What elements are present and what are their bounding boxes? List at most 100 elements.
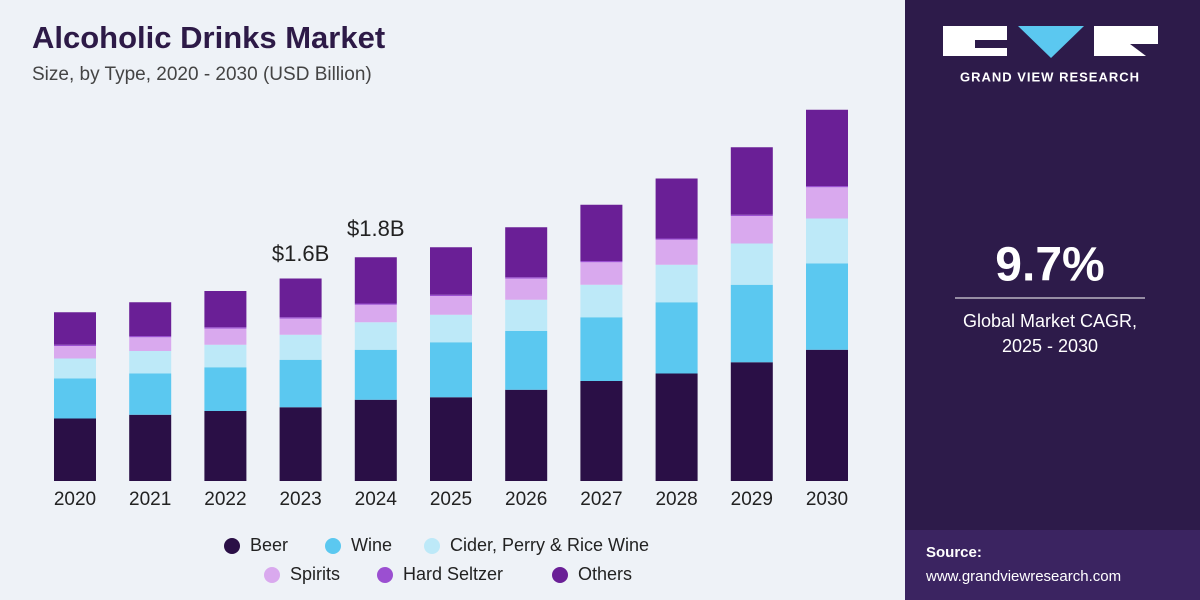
- bar-segment: [354, 349, 397, 400]
- bar-segment: [806, 187, 848, 219]
- bar-segment: [430, 294, 472, 296]
- bar-segment: [430, 296, 472, 315]
- bar-segment: [354, 257, 397, 304]
- bar-segment: [430, 397, 472, 481]
- legend-swatch: [377, 567, 393, 583]
- legend-swatch: [552, 567, 568, 583]
- bar-segment: [129, 337, 172, 351]
- bar-segment: [129, 302, 172, 336]
- bar-segment: [204, 344, 247, 368]
- logo: [943, 26, 1158, 58]
- source-label: Source:: [926, 544, 982, 561]
- bar-segment: [505, 299, 548, 331]
- legend-swatch: [264, 567, 280, 583]
- bar-segment: [54, 418, 96, 481]
- bar-segment: [279, 318, 322, 335]
- bar-segment: [730, 284, 773, 363]
- x-tick-label: 2021: [129, 489, 171, 510]
- bar-segment: [505, 227, 548, 278]
- cagr-caption: Global Market CAGR,: [963, 311, 1137, 331]
- bar-segment: [54, 344, 96, 346]
- bar-segment: [655, 264, 698, 303]
- bar-segment: [354, 322, 397, 350]
- legend-label: Others: [578, 564, 632, 584]
- bar-segment: [204, 327, 247, 329]
- bar-segment: [580, 381, 623, 481]
- bar-segment: [730, 243, 773, 285]
- bar-segment: [204, 367, 247, 411]
- bar-segment: [730, 362, 773, 481]
- bar-segment: [430, 247, 472, 295]
- bar-segment: [54, 358, 96, 379]
- x-tick-label: 2024: [355, 489, 398, 510]
- cagr-caption: 2025 - 2030: [1002, 336, 1098, 356]
- logo-cut: [1130, 44, 1158, 56]
- bar-segment: [806, 218, 848, 264]
- bar-segment: [806, 349, 848, 481]
- bar-segment: [806, 109, 848, 186]
- bar-segment: [129, 351, 172, 374]
- x-tick-label: 2028: [655, 489, 697, 510]
- bar-segment: [505, 331, 548, 390]
- bar-segment: [279, 334, 322, 360]
- x-tick-label: 2025: [430, 489, 472, 510]
- cagr-value: 9.7%: [995, 239, 1104, 292]
- bar-segment: [730, 214, 773, 216]
- logo-cut: [975, 40, 1007, 48]
- bar-segment: [806, 186, 848, 188]
- logo-triangle: [1018, 26, 1084, 58]
- source-box: [905, 530, 1200, 600]
- bar-segment: [279, 359, 322, 408]
- legend-label: Beer: [250, 535, 288, 555]
- total-label: $1.8B: [347, 216, 405, 241]
- bar-segment: [354, 399, 397, 481]
- bar-segment: [279, 317, 322, 319]
- bar-segment: [129, 373, 172, 415]
- bar-segment: [279, 407, 322, 481]
- bar-segment: [354, 304, 397, 323]
- bar-segment: [655, 302, 698, 374]
- bar-segment: [806, 263, 848, 350]
- x-tick-label: 2029: [731, 489, 773, 510]
- bar-segment: [204, 291, 247, 328]
- bar-segment: [430, 314, 472, 343]
- x-tick-label: 2030: [806, 489, 848, 510]
- legend-label: Wine: [351, 535, 392, 555]
- bar-segment: [430, 342, 472, 398]
- total-label: $1.6B: [272, 241, 330, 266]
- chart-title: Alcoholic Drinks Market: [32, 20, 385, 55]
- bar-segment: [279, 278, 322, 318]
- bar-segment: [54, 312, 96, 345]
- bar-segment: [204, 411, 247, 481]
- chart-subtitle: Size, by Type, 2020 - 2030 (USD Billion): [32, 64, 372, 85]
- bar-segment: [580, 284, 623, 318]
- x-tick-label: 2026: [505, 489, 547, 510]
- bar-segment: [54, 378, 96, 419]
- side-panel: [905, 0, 1200, 600]
- bar-segment: [505, 389, 548, 481]
- source-url: www.grandviewresearch.com: [925, 568, 1121, 585]
- x-tick-label: 2020: [54, 489, 96, 510]
- bar-segment: [580, 261, 623, 263]
- bar-segment: [54, 346, 96, 359]
- brand: GRAND VIEW RESEARCH: [960, 69, 1140, 84]
- bar-segment: [655, 178, 698, 239]
- bar-segment: [354, 303, 397, 305]
- bar-segment: [505, 278, 548, 300]
- legend-swatch: [224, 538, 240, 554]
- x-tick-label: 2027: [580, 489, 622, 510]
- bar-segment: [730, 147, 773, 215]
- bar-segment: [129, 414, 172, 481]
- bar-segment: [655, 239, 698, 265]
- bar-segment: [580, 204, 623, 261]
- legend-swatch: [424, 538, 440, 554]
- legend-label: Cider, Perry & Rice Wine: [450, 535, 649, 555]
- legend-label: Spirits: [290, 564, 340, 584]
- bar-segment: [204, 328, 247, 345]
- bar-segment: [730, 216, 773, 244]
- x-tick-label: 2023: [279, 489, 321, 510]
- legend-label: Hard Seltzer: [403, 564, 503, 584]
- bar-segment: [655, 373, 698, 481]
- bar-segment: [580, 317, 623, 381]
